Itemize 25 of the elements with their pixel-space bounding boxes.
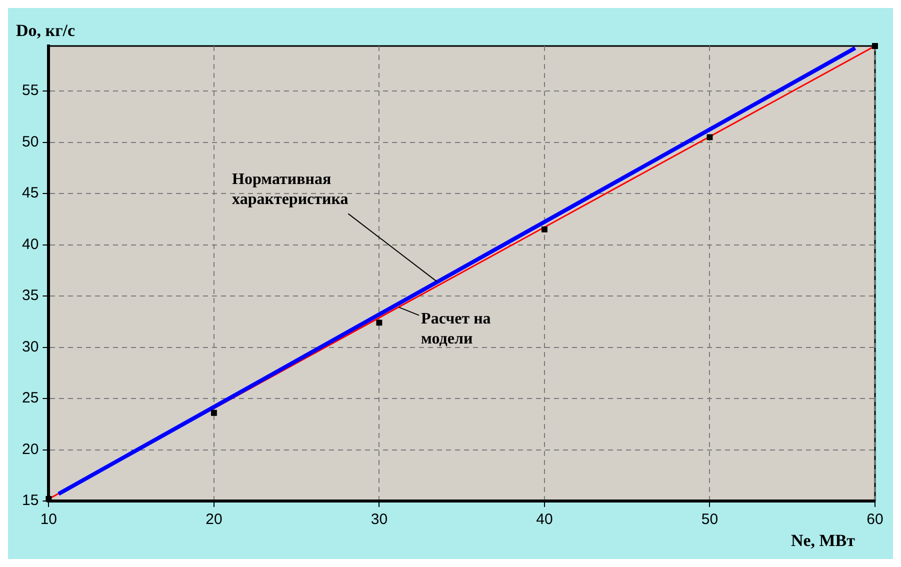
y-tick-label: 50 xyxy=(22,133,39,150)
y-tick-label: 55 xyxy=(22,82,39,100)
point xyxy=(542,226,548,232)
point xyxy=(706,134,713,140)
x-tick-label: 40 xyxy=(536,511,553,528)
y-tick-label: 45 xyxy=(22,184,39,202)
y-tick-label: 40 xyxy=(22,236,39,253)
point xyxy=(210,410,217,416)
y-tick-label: 30 xyxy=(22,338,39,356)
y-tick-label: 20 xyxy=(22,440,39,458)
x-axis-title: Ne, МВт xyxy=(790,530,856,550)
y-tick-label: 35 xyxy=(22,287,39,304)
x-tick-label: 20 xyxy=(206,511,222,528)
x-tick-label: 30 xyxy=(370,511,388,528)
y-axis-title: Do, кг/с xyxy=(16,20,76,40)
point xyxy=(376,320,382,326)
x-tick-label: 60 xyxy=(866,511,884,528)
y-tick-label: 25 xyxy=(22,390,39,407)
annotation: Расчет на модели xyxy=(421,310,491,348)
point xyxy=(872,43,878,49)
x-tick-label: 50 xyxy=(701,511,718,528)
point xyxy=(46,496,52,502)
x-tick-label: 10 xyxy=(40,511,58,528)
y-tick-label: 15 xyxy=(22,492,39,510)
annotation: Нормативная характеристика xyxy=(232,170,348,208)
